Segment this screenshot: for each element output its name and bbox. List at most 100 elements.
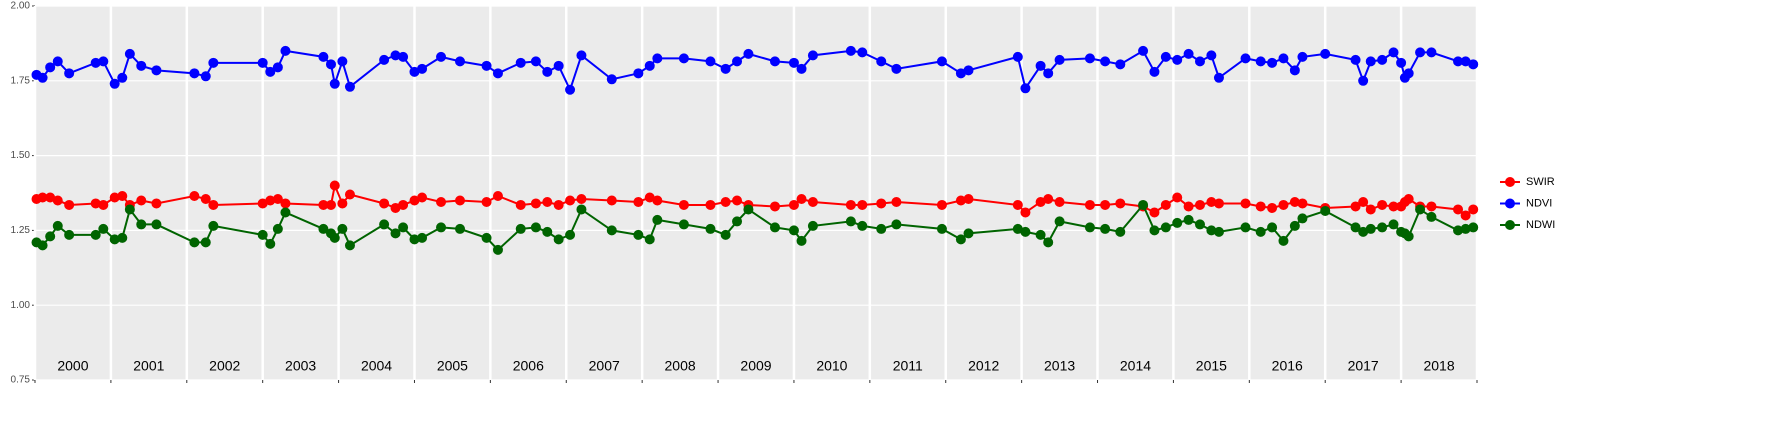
point — [398, 222, 409, 233]
point — [455, 223, 466, 234]
point — [1255, 56, 1266, 67]
point — [1365, 204, 1376, 215]
point — [1267, 222, 1278, 233]
point — [788, 225, 799, 236]
point — [845, 199, 856, 210]
point — [633, 229, 644, 240]
point — [325, 59, 336, 70]
point — [553, 199, 564, 210]
point — [280, 207, 291, 218]
point — [1377, 54, 1388, 65]
point — [136, 219, 147, 230]
point — [857, 199, 868, 210]
point — [891, 63, 902, 74]
year-label: 2000 — [57, 358, 88, 374]
point — [678, 53, 689, 64]
point — [644, 234, 655, 245]
point — [542, 66, 553, 77]
point — [1453, 56, 1464, 67]
point — [769, 56, 780, 67]
point — [1320, 205, 1331, 216]
point — [1043, 68, 1054, 79]
point — [409, 66, 420, 77]
point — [678, 219, 689, 230]
point — [1012, 223, 1023, 234]
point — [732, 56, 743, 67]
point — [1453, 204, 1464, 215]
point — [891, 219, 902, 230]
point — [1149, 66, 1160, 77]
y-tick-label: 1.00 — [11, 300, 31, 311]
point — [409, 234, 420, 245]
point — [530, 56, 541, 67]
point — [788, 199, 799, 210]
point — [257, 57, 268, 68]
point — [417, 232, 428, 243]
year-label: 2006 — [513, 358, 544, 374]
year-label: 2002 — [209, 358, 240, 374]
point — [1012, 199, 1023, 210]
year-label: 2016 — [1272, 358, 1303, 374]
point — [515, 223, 526, 234]
point — [124, 204, 135, 215]
point — [1020, 83, 1031, 94]
point — [1213, 226, 1224, 237]
point — [1468, 59, 1479, 70]
point — [1206, 50, 1217, 61]
point — [542, 196, 553, 207]
point — [1206, 225, 1217, 236]
point — [1183, 201, 1194, 212]
point — [325, 199, 336, 210]
point — [265, 66, 276, 77]
point — [272, 62, 283, 73]
point — [796, 193, 807, 204]
point — [1377, 199, 1388, 210]
point — [769, 201, 780, 212]
point — [265, 238, 276, 249]
point — [1468, 222, 1479, 233]
point — [1415, 47, 1426, 58]
point — [807, 50, 818, 61]
point — [272, 223, 283, 234]
point — [606, 225, 617, 236]
point — [1388, 219, 1399, 230]
point — [1278, 235, 1289, 246]
point — [963, 193, 974, 204]
point — [1267, 202, 1278, 213]
point — [1358, 75, 1369, 86]
point — [280, 45, 291, 56]
point — [1194, 219, 1205, 230]
point — [530, 222, 541, 233]
point — [1035, 196, 1046, 207]
point — [189, 190, 200, 201]
point — [652, 214, 663, 225]
point — [1149, 225, 1160, 236]
point — [98, 56, 109, 67]
point — [37, 192, 48, 203]
point — [1183, 48, 1194, 59]
point — [515, 57, 526, 68]
point — [124, 48, 135, 59]
point — [1460, 56, 1471, 67]
point — [1149, 207, 1160, 218]
point — [1289, 220, 1300, 231]
point — [807, 220, 818, 231]
point — [936, 223, 947, 234]
point — [720, 63, 731, 74]
point — [200, 193, 211, 204]
point — [565, 195, 576, 206]
point — [743, 204, 754, 215]
point — [606, 74, 617, 85]
point — [1377, 222, 1388, 233]
year-label: 2005 — [437, 358, 468, 374]
year-label: 2010 — [816, 358, 847, 374]
point — [1020, 207, 1031, 218]
point — [1358, 196, 1369, 207]
point — [390, 228, 401, 239]
point — [344, 189, 355, 200]
point — [151, 65, 162, 76]
point — [565, 229, 576, 240]
point — [318, 199, 329, 210]
point — [1084, 53, 1095, 64]
point — [1084, 222, 1095, 233]
